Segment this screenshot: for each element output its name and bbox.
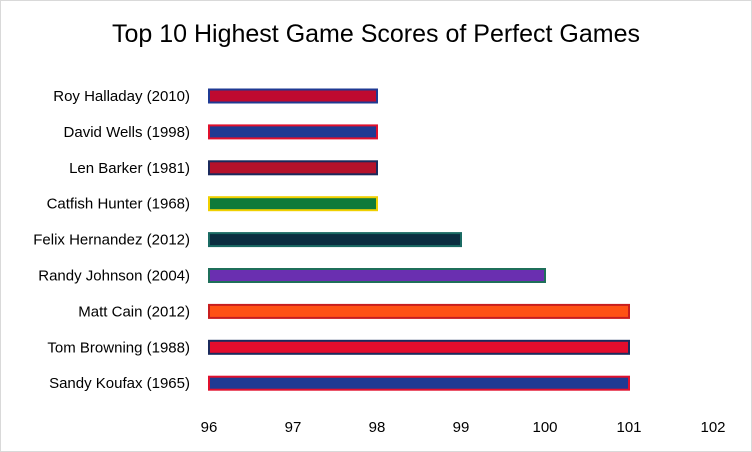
bar	[208, 268, 546, 283]
x-tick-label: 98	[369, 419, 386, 436]
category-label: Felix Hernandez (2012)	[33, 232, 190, 249]
x-tick-label: 96	[201, 419, 218, 436]
category-label: Matt Cain (2012)	[78, 303, 190, 320]
category-label: Catfish Hunter (1968)	[47, 196, 190, 213]
bar	[208, 160, 378, 176]
category-label: Len Barker (1981)	[69, 160, 190, 177]
x-tick-label: 97	[285, 419, 302, 436]
category-label: Randy Johnson (2004)	[38, 268, 190, 285]
bar	[208, 339, 630, 355]
category-label: David Wells (1998)	[64, 124, 190, 141]
bar	[208, 88, 378, 104]
x-tick-label: 102	[700, 419, 725, 436]
bar	[208, 375, 630, 391]
bar	[208, 232, 462, 248]
category-label: Tom Browning (1988)	[47, 339, 190, 356]
x-tick-label: 101	[616, 419, 641, 436]
bar	[208, 124, 378, 140]
category-label: Sandy Koufax (1965)	[49, 375, 190, 392]
x-tick-label: 100	[532, 419, 557, 436]
x-tick-label: 99	[453, 419, 470, 436]
category-label: Roy Halladay (2010)	[53, 88, 190, 105]
bar	[208, 196, 378, 212]
bar	[208, 303, 630, 319]
chart-title: Top 10 Highest Game Scores of Perfect Ga…	[111, 20, 640, 48]
